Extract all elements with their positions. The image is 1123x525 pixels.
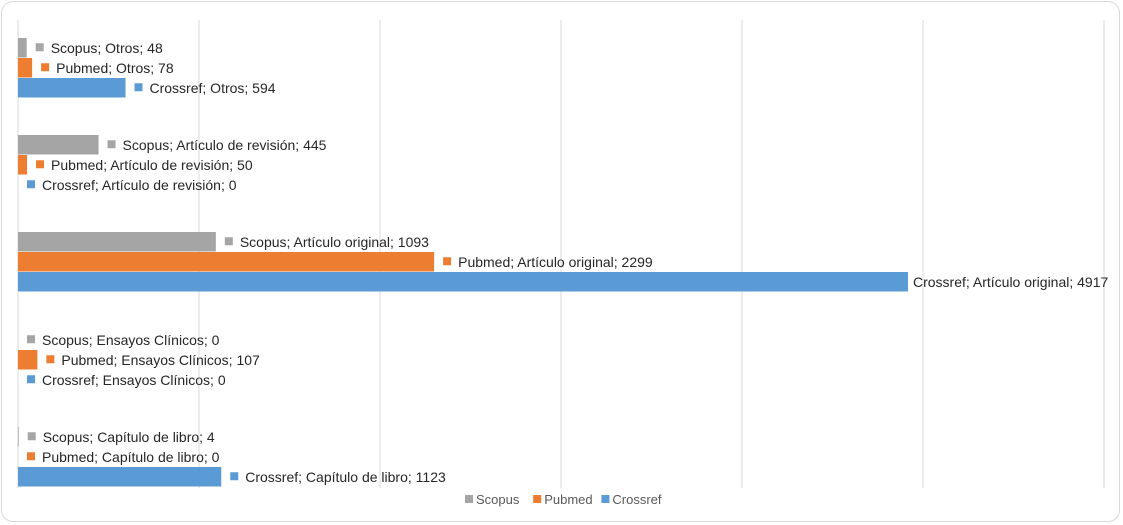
label-key-scopus-2 [224, 237, 233, 246]
bar-scopus-1 [18, 135, 99, 155]
data-label-crossref-1: Crossref; Artículo de revisión; 0 [42, 177, 237, 193]
bar-crossref-2 [18, 272, 908, 292]
legend-swatch-pubmed [533, 495, 542, 503]
data-label-pubmed-3: Pubmed; Ensayos Clínicos; 107 [61, 352, 260, 368]
data-label-pubmed-1: Pubmed; Artículo de revisión; 50 [51, 157, 253, 173]
data-label-crossref-4: Crossref; Capítulo de libro; 1123 [245, 469, 446, 485]
legend-label-crossref: Crossref [612, 492, 662, 507]
bar-pubmed-0 [18, 58, 33, 78]
label-key-scopus-3 [27, 335, 35, 344]
data-label-scopus-0: Scopus; Otros; 48 [51, 40, 163, 56]
label-key-pubmed-2 [443, 257, 452, 266]
label-key-scopus-1 [107, 140, 116, 149]
bar-crossref-0 [18, 78, 126, 98]
bar-scopus-4 [18, 427, 19, 447]
data-label-pubmed-2: Pubmed; Artículo original; 2299 [458, 254, 653, 270]
legend-label-scopus: Scopus [476, 492, 520, 507]
label-key-scopus-0 [35, 43, 44, 52]
gridlines [17, 20, 1105, 488]
data-label-scopus-3: Scopus; Ensayos Clínicos; 0 [42, 332, 220, 348]
label-key-pubmed-4 [27, 452, 35, 461]
data-label-crossref-3: Crossref; Ensayos Clínicos; 0 [42, 372, 226, 388]
data-label-crossref-2: Crossref; Artículo original; 4917 [913, 274, 1109, 290]
legend: Scopus Pubmed Crossref [465, 492, 662, 507]
bar-crossref-4 [18, 467, 222, 487]
bar-pubmed-2 [18, 252, 435, 272]
bars [18, 38, 908, 487]
bar-pubmed-3 [18, 350, 38, 370]
bar-scopus-0 [18, 38, 27, 58]
label-key-pubmed-0 [41, 63, 50, 72]
label-key-pubmed-1 [36, 160, 45, 169]
data-label-scopus-2: Scopus; Artículo original; 1093 [240, 234, 429, 250]
label-key-crossref-1 [27, 180, 35, 189]
legend-swatch-crossref [601, 495, 610, 503]
data-labels: Scopus; Otros; 48 Pubmed; Otros; 78 Crossr… [27, 40, 1109, 485]
legend-label-pubmed: Pubmed [544, 492, 592, 507]
data-label-pubmed-0: Pubmed; Otros; 78 [56, 60, 174, 76]
bar-scopus-2 [18, 232, 216, 252]
label-key-crossref-0 [134, 83, 143, 92]
data-label-pubmed-4: Pubmed; Capítulo de libro; 0 [42, 449, 220, 465]
label-key-scopus-4 [27, 432, 36, 441]
data-label-scopus-4: Scopus; Capítulo de libro; 4 [43, 429, 215, 445]
data-label-crossref-0: Crossref; Otros; 594 [150, 80, 276, 96]
label-key-crossref-3 [27, 375, 35, 384]
label-key-crossref-4 [230, 472, 239, 481]
legend-swatch-scopus [465, 495, 473, 503]
data-label-scopus-1: Scopus; Artículo de revisión; 445 [123, 137, 327, 153]
label-key-pubmed-3 [46, 355, 55, 364]
bar-pubmed-1 [18, 155, 28, 175]
